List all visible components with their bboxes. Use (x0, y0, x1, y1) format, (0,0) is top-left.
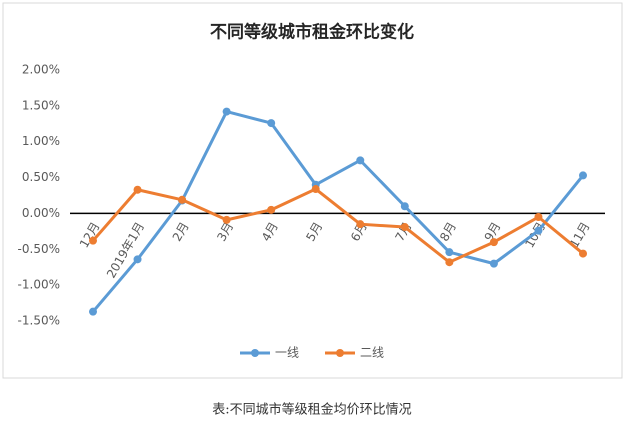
legend-marker (251, 349, 259, 357)
y-tick-label: 0.00% (22, 206, 60, 220)
data-point (489, 238, 498, 247)
chart-title: 不同等级城市租金环比变化 (210, 22, 414, 43)
data-point (267, 205, 276, 214)
y-tick-label: 2.00% (22, 63, 60, 77)
y-tick-label: -0.50% (18, 242, 60, 256)
legend-label: 一线 (275, 346, 299, 360)
data-point (311, 185, 320, 194)
data-point (89, 307, 97, 316)
data-point (579, 249, 587, 258)
data-point (534, 226, 543, 235)
y-tick-label: -1.50% (18, 314, 60, 328)
caption: 表:不同城市等级租金均价环比情况 (212, 402, 411, 418)
data-point (579, 171, 587, 180)
data-point (445, 258, 454, 267)
data-point (400, 202, 409, 211)
y-tick-label: 1.00% (22, 134, 60, 148)
data-point (356, 220, 365, 229)
data-point (534, 213, 543, 222)
data-point (222, 107, 231, 116)
legend-label: 二线 (360, 346, 384, 360)
data-point (178, 195, 187, 204)
data-point (489, 259, 498, 268)
data-point (89, 236, 97, 245)
y-tick-label: 1.50% (22, 98, 60, 112)
data-point (400, 223, 409, 232)
legend-marker (336, 349, 344, 357)
data-point (445, 248, 454, 257)
data-point (133, 185, 142, 194)
data-point (267, 119, 276, 128)
y-tick-label: -1.00% (18, 278, 60, 292)
data-point (222, 215, 231, 224)
data-point (356, 156, 365, 165)
data-point (133, 255, 142, 264)
series-line (91, 110, 585, 313)
series-line (91, 187, 584, 264)
y-tick-label: 0.50% (22, 170, 60, 184)
